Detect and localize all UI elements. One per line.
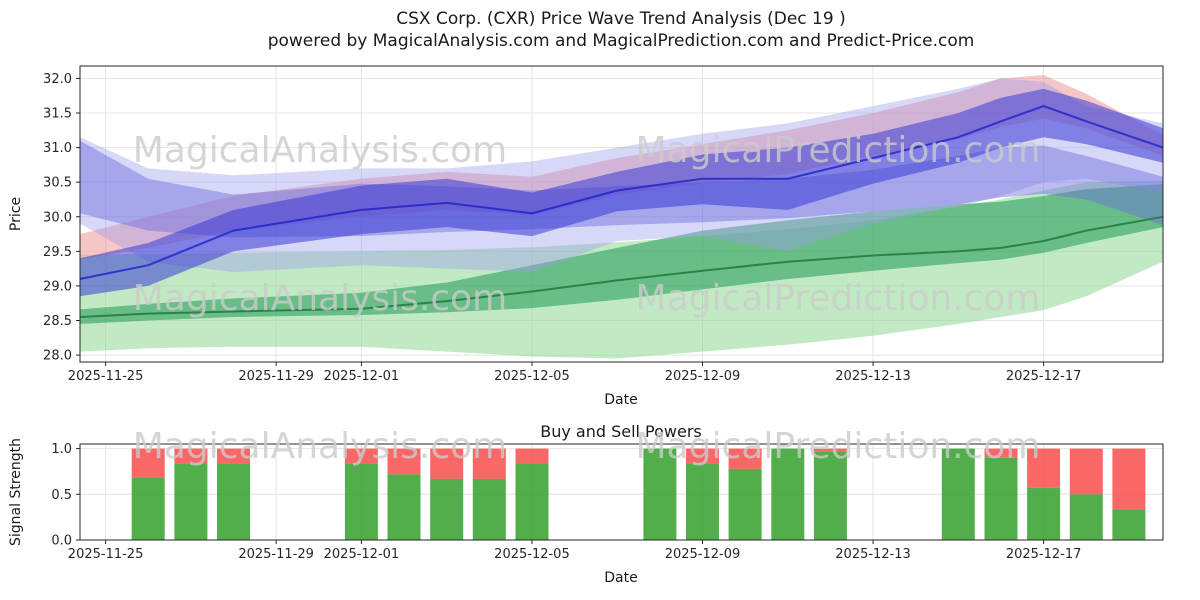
sell-bar: [344, 448, 378, 464]
watermark-prediction: MagicalPrediction.com: [636, 278, 1041, 319]
y-tick-label: 30.5: [43, 176, 72, 191]
buy-bar: [686, 463, 719, 540]
watermark-prediction: MagicalPrediction.com: [636, 426, 1041, 467]
buy-bar: [941, 448, 975, 540]
axes-layer: 0.0 0.5 1.0 2025-11-25 2025-11-29 2025-12-01 2…: [51, 442, 1164, 562]
price-axis-label: Price: [8, 197, 24, 231]
line-trend-green: [79, 215, 1164, 318]
sell-bar: [1027, 448, 1061, 488]
buy-bar: [430, 478, 464, 540]
x-tick-label: 2025-11-29: [238, 547, 314, 562]
x-tick-label: 2025-12-13: [835, 547, 911, 562]
sell-bar: [1069, 448, 1103, 495]
buy-bar: [131, 477, 165, 540]
sell-bar: [984, 448, 1018, 458]
buy-bar: [344, 463, 378, 540]
buy-bar: [643, 448, 677, 540]
sell-bar: [813, 448, 847, 452]
y-tick-label: 31.5: [43, 107, 72, 122]
date-axis-label-bottom: Date: [604, 570, 637, 586]
line-trend-blue: [79, 105, 1164, 280]
sell-bar: [174, 448, 208, 464]
x-tick-label: 2025-12-01: [324, 547, 400, 562]
sell-bar: [131, 448, 165, 478]
sell-bar: [728, 448, 762, 469]
band-main-blue: [80, 88, 1163, 297]
watermark-analysis: MagicalAnalysis.com: [133, 130, 507, 171]
price-band-layer: [79, 75, 1164, 359]
buy-bar: [217, 463, 250, 540]
x-tick-label: 2025-12-05: [494, 547, 570, 562]
y-tick-label: 0.5: [51, 488, 72, 503]
y-tick-label: 1.0: [51, 442, 72, 457]
date-axis-label-top: Date: [604, 392, 637, 408]
signal-strength-axis-label: Signal Strength: [8, 438, 24, 546]
x-tick-label: 2025-11-29: [238, 369, 314, 384]
y-tick-label: 29.5: [43, 245, 72, 260]
x-tick-label: 2025-12-17: [1006, 369, 1082, 384]
y-tick-label: 0.0: [51, 534, 72, 549]
buy-bar: [984, 457, 1018, 540]
watermark-analysis: MagicalAnalysis.com: [133, 278, 507, 319]
y-tick-label: 28.5: [43, 314, 72, 329]
sell-bar: [472, 448, 506, 479]
y-tick-label: 29.0: [43, 279, 72, 294]
sell-bar: [515, 448, 549, 464]
x-tick-label: 2025-12-13: [835, 369, 911, 384]
plot-border: [79, 65, 1164, 363]
buy-bar: [515, 463, 549, 540]
plot-border: [79, 443, 1164, 541]
x-tick-label: 2025-11-25: [68, 547, 144, 562]
chart-subtitle: powered by MagicalAnalysis.com and Magic…: [268, 31, 975, 51]
buy-bar: [1027, 487, 1061, 540]
buy-bar: [771, 448, 805, 540]
x-tick-label: 2025-12-17: [1006, 547, 1082, 562]
power-chart-title: Buy and Sell Powers: [540, 422, 702, 441]
x-tick-label: 2025-12-05: [494, 369, 570, 384]
watermark-analysis: MagicalAnalysis.com: [133, 426, 507, 467]
buy-bar: [472, 478, 506, 540]
x-tick-label: 2025-12-01: [324, 369, 400, 384]
sell-bar: [430, 448, 464, 479]
sell-bar: [387, 448, 421, 475]
power-bar-layer: [131, 448, 1146, 540]
buy-bar: [1069, 494, 1103, 540]
y-tick-label: 30.0: [43, 210, 72, 225]
axes-layer: 28.0 28.5 29.0 29.5 30.0 30.5 31.0 31.5 32.0 2025…: [43, 65, 1164, 384]
x-tick-label: 2025-11-25: [68, 369, 144, 384]
y-tick-label: 28.0: [43, 349, 72, 364]
watermark-layer: MagicalAnalysis.com MagicalPrediction.co…: [133, 130, 1041, 467]
buy-bar: [174, 463, 208, 540]
x-tick-label: 2025-12-09: [665, 369, 741, 384]
y-tick-label: 32.0: [43, 72, 72, 87]
x-tick-label: 2025-12-09: [665, 547, 741, 562]
band-inner-green: [80, 184, 1163, 324]
sell-bar: [1112, 448, 1146, 510]
watermark-prediction: MagicalPrediction.com: [636, 130, 1041, 171]
buy-bar: [813, 451, 847, 540]
buy-bar: [1112, 509, 1146, 540]
y-tick-label: 31.0: [43, 141, 72, 156]
sell-bar: [217, 448, 250, 464]
buy-bar: [387, 474, 421, 540]
sell-bar: [686, 448, 719, 464]
buy-bar: [728, 468, 762, 540]
chart-title: CSX Corp. (CXR) Price Wave Trend Analysi…: [396, 9, 845, 29]
